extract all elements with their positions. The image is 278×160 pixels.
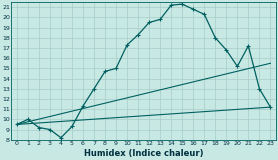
X-axis label: Humidex (Indice chaleur): Humidex (Indice chaleur) — [84, 149, 203, 158]
